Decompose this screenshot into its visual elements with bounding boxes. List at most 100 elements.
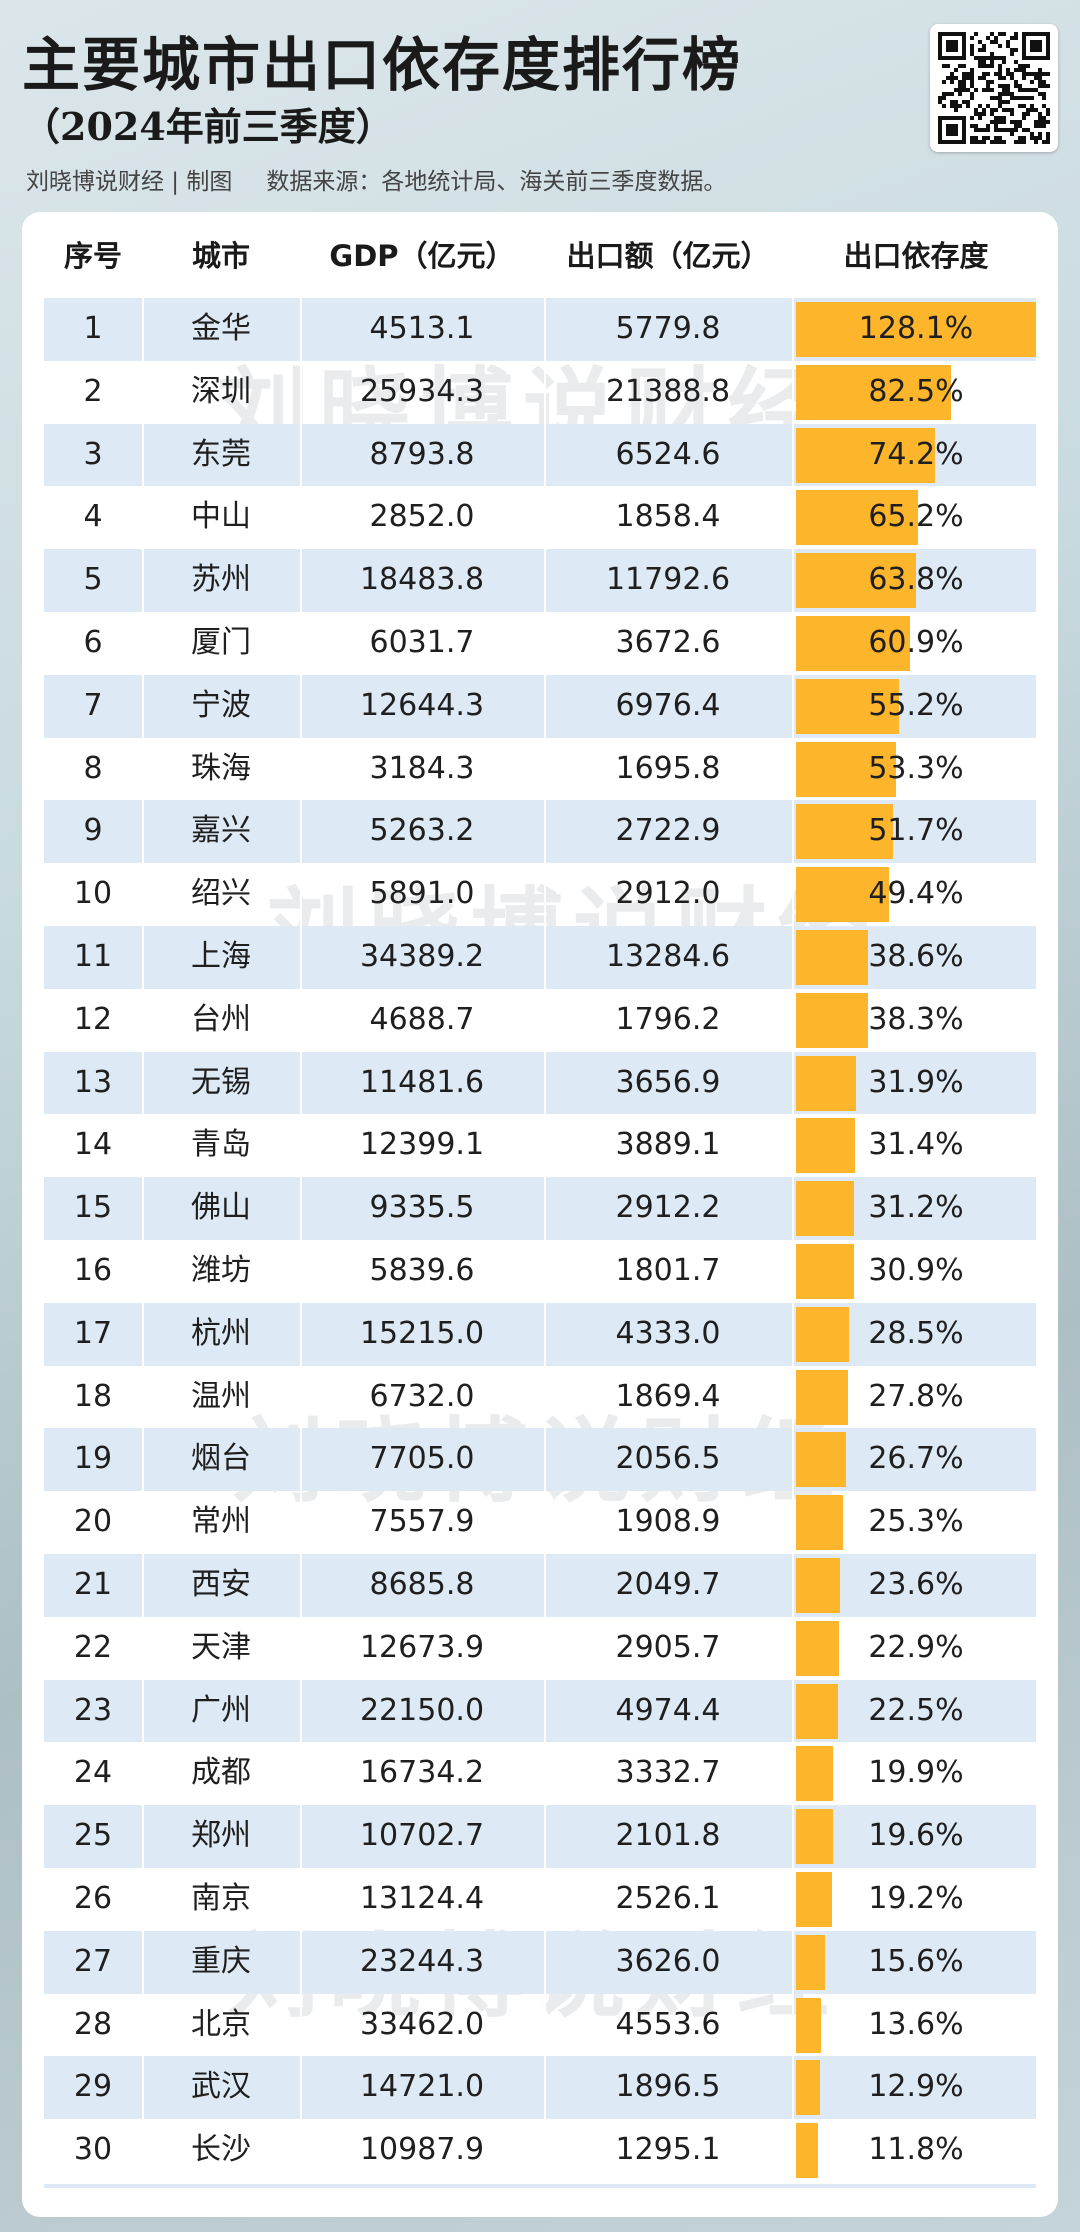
ratio-bar bbox=[796, 804, 893, 860]
ratio-bar bbox=[796, 1746, 833, 1802]
column-divider bbox=[300, 1051, 302, 1115]
rank-cell: 24 bbox=[73, 1755, 113, 1791]
rank-cell: 27 bbox=[73, 1943, 113, 1979]
column-divider bbox=[300, 1239, 302, 1303]
city-cell: 烟台 bbox=[191, 1441, 251, 1477]
column-divider bbox=[142, 549, 144, 612]
rank-cell: 28 bbox=[73, 2006, 113, 2042]
table-row: 6 厦门 6031.7 3672.6 60.9% bbox=[44, 611, 1036, 675]
table-row: 17 杭州 15215.0 4333.0 28.5% bbox=[44, 1302, 1036, 1366]
column-divider bbox=[142, 1805, 144, 1868]
column-divider bbox=[544, 298, 546, 361]
column-divider bbox=[300, 2119, 302, 2182]
ratio-label: 128.1% bbox=[858, 311, 974, 346]
column-divider bbox=[142, 1177, 144, 1240]
table-row: 21 西安 8685.8 2049.7 23.6% bbox=[44, 1553, 1036, 1617]
ratio-label: 25.3% bbox=[868, 1504, 964, 1540]
column-divider bbox=[544, 1177, 546, 1240]
column-header-ratio: 出口依存度 bbox=[843, 239, 989, 273]
ratio-label: 65.2% bbox=[868, 499, 964, 535]
column-divider bbox=[300, 423, 302, 487]
ratio-bar bbox=[796, 490, 918, 546]
column-divider bbox=[544, 737, 546, 801]
column-divider bbox=[142, 360, 144, 424]
gdp-cell: 8685.8 bbox=[369, 1566, 475, 1602]
table-row: 14 青岛 12399.1 3889.1 31.4% bbox=[44, 1114, 1036, 1178]
city-cell: 中山 bbox=[191, 499, 251, 535]
column-divider bbox=[792, 1616, 794, 1680]
city-cell: 金华 bbox=[191, 311, 251, 346]
gdp-cell: 12399.1 bbox=[359, 1127, 485, 1163]
column-divider bbox=[142, 1930, 144, 1994]
ratio-bar bbox=[796, 615, 910, 671]
export-cell: 2049.7 bbox=[615, 1566, 721, 1602]
column-divider bbox=[544, 549, 546, 612]
gdp-cell: 16734.2 bbox=[359, 1755, 485, 1791]
ratio-bar bbox=[796, 1055, 856, 1111]
column-divider bbox=[300, 925, 302, 989]
column-divider bbox=[300, 1616, 302, 1680]
column-header-export: 出口额（亿元） bbox=[566, 239, 770, 273]
column-divider bbox=[544, 611, 546, 675]
column-divider bbox=[142, 1491, 144, 1554]
column-divider bbox=[142, 2119, 144, 2182]
column-divider bbox=[300, 1930, 302, 1994]
city-cell: 温州 bbox=[191, 1378, 251, 1414]
ratio-label: 27.8% bbox=[868, 1378, 964, 1414]
column-divider bbox=[544, 1239, 546, 1303]
gdp-cell: 15215.0 bbox=[359, 1315, 485, 1351]
column-divider bbox=[544, 1993, 546, 2057]
gdp-cell: 4688.7 bbox=[369, 1001, 475, 1037]
column-divider bbox=[792, 1930, 794, 1994]
ratio-bar bbox=[796, 678, 899, 734]
column-divider bbox=[792, 800, 794, 864]
gdp-cell: 13124.4 bbox=[359, 1880, 485, 1916]
column-divider bbox=[792, 298, 794, 361]
ratio-bar bbox=[796, 1243, 854, 1299]
city-cell: 广州 bbox=[191, 1692, 251, 1728]
column-divider bbox=[544, 1491, 546, 1554]
table-row: 25 郑州 10702.7 2101.8 19.6% bbox=[44, 1805, 1036, 1868]
export-cell: 1869.4 bbox=[615, 1378, 721, 1414]
city-cell: 珠海 bbox=[191, 750, 251, 786]
export-cell: 2101.8 bbox=[615, 1818, 721, 1854]
ratio-label: 51.7% bbox=[868, 813, 964, 849]
ratio-label: 22.9% bbox=[868, 1629, 964, 1665]
ratio-bar bbox=[796, 1495, 843, 1551]
column-divider bbox=[792, 1553, 794, 1617]
ratio-label: 19.2% bbox=[868, 1880, 964, 1916]
rank-cell: 20 bbox=[73, 1504, 113, 1540]
column-divider bbox=[544, 1616, 546, 1680]
city-cell: 厦门 bbox=[191, 624, 251, 660]
gdp-cell: 11481.6 bbox=[359, 1064, 485, 1100]
ratio-bar bbox=[796, 1118, 855, 1174]
rank-cell: 29 bbox=[73, 2069, 113, 2105]
column-divider bbox=[544, 1930, 546, 1994]
column-divider bbox=[544, 360, 546, 424]
rank-cell: 6 bbox=[83, 624, 103, 660]
column-divider bbox=[544, 674, 546, 738]
source-line: 刘晓博说财经 | 制图 数据来源：各地统计局、海关前三季度数据。 bbox=[26, 162, 726, 196]
column-divider bbox=[300, 1805, 302, 1868]
export-cell: 6524.6 bbox=[615, 436, 721, 472]
column-divider bbox=[142, 486, 144, 550]
ratio-bar bbox=[796, 2123, 818, 2179]
column-divider bbox=[142, 1428, 144, 1492]
column-divider bbox=[142, 1114, 144, 1178]
qr-code-icon[interactable] bbox=[930, 24, 1058, 152]
column-divider bbox=[300, 863, 302, 926]
gdp-cell: 2852.0 bbox=[369, 499, 475, 535]
ratio-bar bbox=[796, 1369, 848, 1425]
gdp-cell: 33462.0 bbox=[359, 2006, 485, 2042]
column-divider bbox=[792, 863, 794, 926]
city-cell: 重庆 bbox=[191, 1943, 251, 1979]
table-bottom-border bbox=[44, 2184, 1036, 2188]
column-divider bbox=[792, 1051, 794, 1115]
column-divider bbox=[544, 423, 546, 487]
column-divider bbox=[792, 1679, 794, 1743]
ratio-label: 63.8% bbox=[868, 562, 964, 598]
column-divider bbox=[792, 611, 794, 675]
table-row: 8 珠海 3184.3 1695.8 53.3% bbox=[44, 737, 1036, 801]
export-cell: 1896.5 bbox=[615, 2069, 721, 2105]
table-body: 1 金华 4513.1 5779.8 128.1% 2 深圳 25934.3 21388.8 82… bbox=[44, 298, 1036, 2182]
